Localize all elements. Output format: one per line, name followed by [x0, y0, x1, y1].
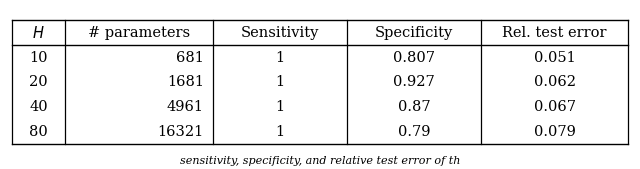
Text: 0.87: 0.87: [397, 100, 430, 114]
Text: 1: 1: [275, 125, 284, 139]
Text: 1: 1: [275, 100, 284, 114]
Text: 80: 80: [29, 125, 48, 139]
Text: 4961: 4961: [167, 100, 204, 114]
Text: 0.051: 0.051: [534, 51, 575, 65]
Text: 1681: 1681: [167, 75, 204, 89]
Text: 10: 10: [29, 51, 47, 65]
Text: 16321: 16321: [157, 125, 204, 139]
Text: 0.807: 0.807: [393, 51, 435, 65]
Text: Rel. test error: Rel. test error: [502, 26, 607, 40]
Text: Sensitivity: Sensitivity: [241, 26, 319, 40]
Text: Specificity: Specificity: [375, 26, 453, 40]
Text: 1: 1: [275, 75, 284, 89]
Text: 0.79: 0.79: [397, 125, 430, 139]
Text: 40: 40: [29, 100, 47, 114]
Text: 20: 20: [29, 75, 47, 89]
Text: 0.067: 0.067: [534, 100, 576, 114]
Text: 0.062: 0.062: [534, 75, 576, 89]
Text: 1: 1: [275, 51, 284, 65]
Text: 681: 681: [176, 51, 204, 65]
Text: # parameters: # parameters: [88, 26, 190, 40]
Text: sensitivity, specificity, and relative test error of th: sensitivity, specificity, and relative t…: [180, 156, 460, 166]
Text: 0.927: 0.927: [393, 75, 435, 89]
Text: 0.079: 0.079: [534, 125, 575, 139]
Text: $H$: $H$: [32, 25, 45, 41]
